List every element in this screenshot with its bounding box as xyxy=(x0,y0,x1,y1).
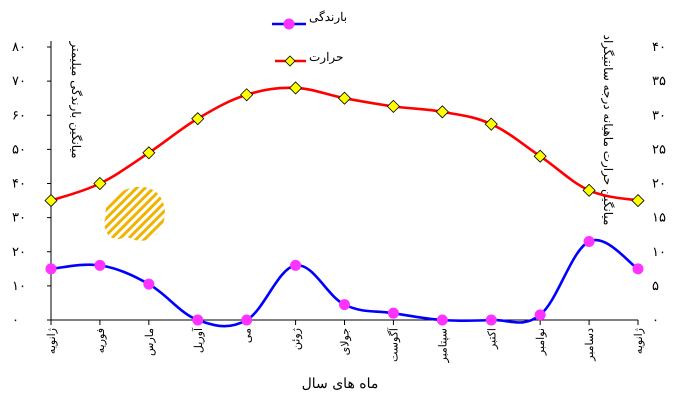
precipitation-point xyxy=(339,299,350,311)
precipitation-point xyxy=(143,278,155,290)
x-tick-label: مارس xyxy=(143,328,156,356)
right-tick-label: ۴۰ xyxy=(652,40,666,55)
temperature-point xyxy=(93,176,107,191)
right-tick-label: ۵ xyxy=(652,279,659,294)
x-tick-label: نوامبر xyxy=(534,328,547,356)
precipitation-point xyxy=(290,259,302,271)
x-tick-label: آگوست xyxy=(387,327,400,362)
legend-temp-marker xyxy=(284,55,296,67)
left-axis-ticks: ۰ ۱۰ ۲۰ ۳۰ ۴۰ ۵۰ ۶۰ ۷۰ ۸۰ xyxy=(12,40,51,328)
x-tick-label: ژانویه xyxy=(632,328,645,354)
x-tick-label: آوریل xyxy=(192,327,205,353)
precipitation-point xyxy=(436,314,448,326)
left-tick-label: ۳۰ xyxy=(12,211,26,226)
left-tick-label: ۰ xyxy=(12,313,19,328)
x-tick-label: می xyxy=(241,328,254,343)
x-tick-label: ژوئن xyxy=(290,328,303,350)
precipitation-point xyxy=(485,314,497,326)
y-axis-left-title: میانگین بارندگی میلیمتر xyxy=(69,40,83,158)
right-tick-label: ۳۰ xyxy=(652,108,666,123)
x-tick-label: جولای xyxy=(339,328,352,355)
x-axis-ticks: ژانویه فوریه مارس آوریل می ژوئن جولای آگوست سپتا… xyxy=(45,320,645,364)
temperature-point xyxy=(44,193,58,208)
precipitation-line xyxy=(50,238,639,328)
precipitation-point xyxy=(45,263,57,275)
hatched-stamp xyxy=(104,186,165,241)
precipitation-point xyxy=(241,314,253,326)
precipitation-point xyxy=(192,314,204,326)
left-tick-label: ۲۰ xyxy=(12,245,26,260)
temperature-point xyxy=(337,91,352,105)
x-tick-label: اکتبر xyxy=(485,328,498,350)
left-tick-label: ۶۰ xyxy=(12,108,26,123)
temperature-point xyxy=(240,88,254,102)
temperature-point xyxy=(582,183,596,197)
right-tick-label: ۱۵ xyxy=(652,211,666,226)
legend-temp-label: حرارت xyxy=(309,50,343,64)
legend-precip-marker xyxy=(283,18,295,30)
left-tick-label: ۴۰ xyxy=(12,177,26,192)
temperature-point xyxy=(289,81,303,95)
right-tick-label: ۱۰ xyxy=(652,245,666,260)
left-tick-label: ۱۰ xyxy=(12,279,26,294)
right-tick-label: ۰ xyxy=(652,313,659,328)
left-tick-label: ۵۰ xyxy=(12,142,26,157)
temperature-point xyxy=(631,193,645,208)
right-tick-label: ۲۰ xyxy=(652,177,666,192)
temperature-point xyxy=(484,117,498,131)
x-axis-title: ماه های سال xyxy=(302,376,379,392)
precipitation-point xyxy=(94,259,106,271)
x-tick-label: ژانویه xyxy=(45,328,58,354)
left-tick-label: ۷۰ xyxy=(12,74,26,89)
x-tick-label: فوریه xyxy=(94,328,107,353)
precipitation-point xyxy=(534,309,546,321)
x-tick-label: دسامبر xyxy=(583,328,596,362)
temperature-point xyxy=(533,149,547,163)
left-tick-label: ۸۰ xyxy=(12,40,26,55)
series-layer xyxy=(44,81,645,328)
x-tick-label: سپتامبر xyxy=(436,328,449,364)
precipitation-point xyxy=(632,263,644,275)
legend-precip-label: بارندگی xyxy=(309,10,347,24)
right-tick-label: ۲۵ xyxy=(652,142,666,157)
temperature-point xyxy=(386,99,400,113)
legend: بارندگی حرارت xyxy=(272,10,347,67)
right-tick-label: ۳۵ xyxy=(652,74,666,89)
precipitation-point xyxy=(583,236,595,248)
y-axis-right-title: میانگین حرارت ماهیانه درجه سانتیگراد xyxy=(601,35,615,226)
temperature-point xyxy=(435,105,449,119)
temperature-point xyxy=(191,112,205,126)
right-axis-ticks: ۰ ۵ ۱۰ ۱۵ ۲۰ ۲۵ ۳۰ ۳۵ ۴۰ xyxy=(652,40,666,328)
temperature-point xyxy=(142,146,156,160)
precipitation-point xyxy=(387,307,399,319)
